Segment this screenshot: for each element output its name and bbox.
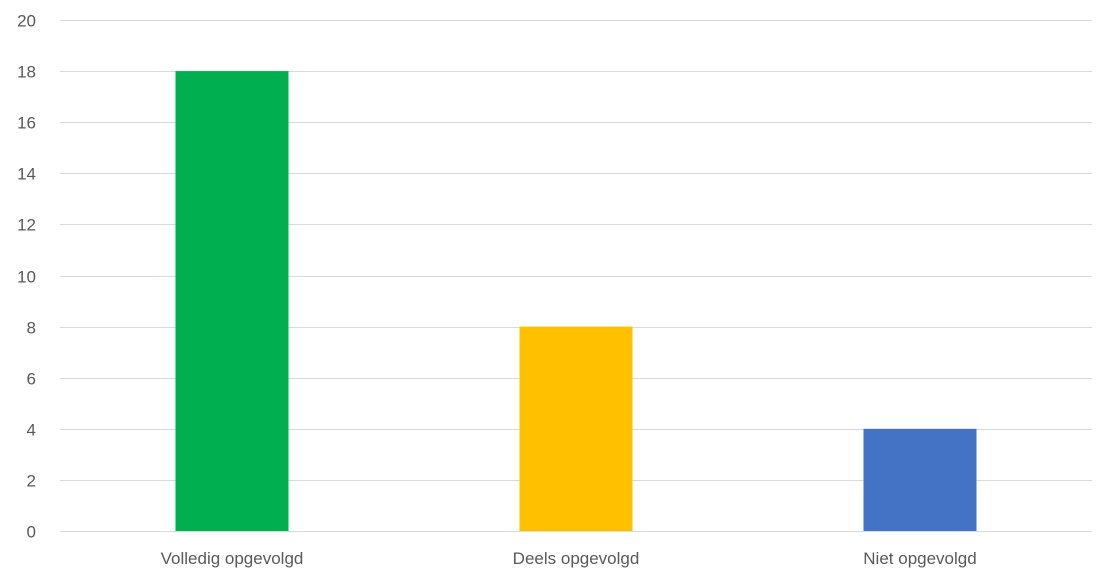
bar <box>519 326 633 531</box>
y-axis-tick-labels: 0 2 4 6 8 10 12 14 16 18 20 <box>17 12 36 542</box>
y-tick-label: 8 <box>27 319 36 338</box>
x-category-label: Volledig opgevolgd <box>161 549 304 568</box>
x-category-label: Deels opgevolgd <box>513 549 640 568</box>
bar <box>863 428 977 531</box>
y-tick-label: 2 <box>27 472 36 491</box>
y-tick-label: 14 <box>17 165 36 184</box>
y-tick-label: 10 <box>17 268 36 287</box>
bar <box>175 71 289 531</box>
y-tick-label: 16 <box>17 114 36 133</box>
y-tick-label: 0 <box>27 523 36 542</box>
y-tick-label: 6 <box>27 370 36 389</box>
y-tick-label: 18 <box>17 63 36 82</box>
x-axis-category-labels: Volledig opgevolgd Deels opgevolgd Niet op… <box>161 549 977 568</box>
y-tick-label: 12 <box>17 216 36 235</box>
x-category-label: Niet opgevolgd <box>863 549 976 568</box>
y-tick-label: 4 <box>27 421 36 440</box>
bars <box>175 71 977 531</box>
y-tick-label: 20 <box>17 12 36 31</box>
